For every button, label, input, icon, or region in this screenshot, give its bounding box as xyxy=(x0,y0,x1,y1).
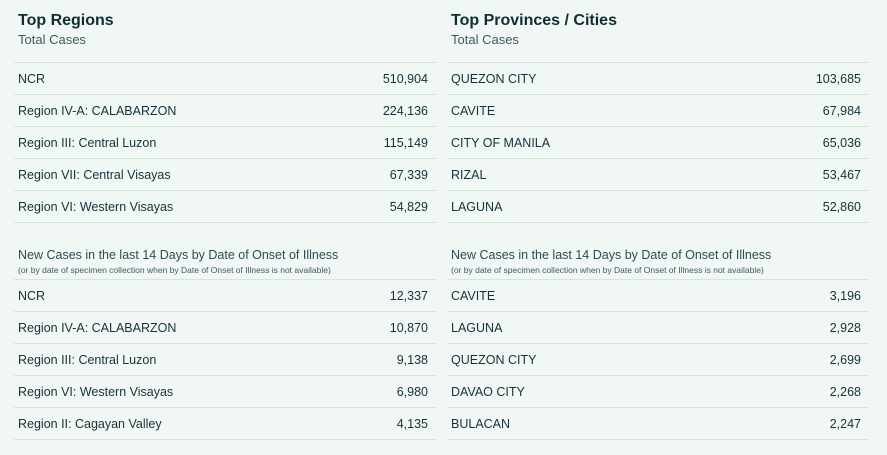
new-cases-provinces-table: CAVITE 3,196 LAGUNA 2,928 QUEZON CITY 2,699… xyxy=(447,279,869,440)
table-row[interactable]: Region III: Central Luzon 115,149 xyxy=(14,126,436,159)
case-count: 67,984 xyxy=(722,94,869,127)
case-count: 53,467 xyxy=(722,158,869,191)
region-name: Region III: Central Luzon xyxy=(14,126,329,159)
case-count: 67,339 xyxy=(328,158,436,191)
table-row[interactable]: Region VI: Western Visayas 54,829 xyxy=(14,190,436,223)
case-count: 65,036 xyxy=(722,126,869,159)
case-count: 6,980 xyxy=(338,375,436,408)
table-row[interactable]: DAVAO CITY 2,268 xyxy=(447,375,869,408)
top-regions-header: Top Regions Total Cases xyxy=(14,11,436,62)
region-name: NCR xyxy=(14,279,339,312)
new-cases-provinces-header: New Cases in the last 14 Days by Date of… xyxy=(447,247,869,279)
province-name: CAVITE xyxy=(447,94,723,127)
table-row[interactable]: CITY OF MANILA 65,036 xyxy=(447,126,869,159)
table-row[interactable]: BULACAN 2,247 xyxy=(447,407,869,440)
top-provinces-table: QUEZON CITY 103,685 CAVITE 67,984 CITY OF … xyxy=(447,62,869,223)
top-regions-table: NCR 510,904 Region IV-A: CALABARZON 224,13… xyxy=(14,62,436,223)
case-count: 2,928 xyxy=(735,311,869,344)
province-name: LAGUNA xyxy=(447,311,736,344)
case-count: 3,196 xyxy=(735,279,869,312)
table-row[interactable]: CAVITE 3,196 xyxy=(447,279,869,312)
region-name: Region II: Cagayan Valley xyxy=(14,407,339,440)
province-name: BULACAN xyxy=(447,407,736,440)
table-row[interactable]: QUEZON CITY 103,685 xyxy=(447,62,869,95)
case-count: 10,870 xyxy=(338,311,436,344)
case-count: 52,860 xyxy=(722,190,869,223)
top-provinces-title: Top Provinces / Cities xyxy=(451,12,617,29)
case-count: 103,685 xyxy=(722,62,869,95)
table-row[interactable]: Region III: Central Luzon 9,138 xyxy=(14,343,436,376)
table-row[interactable]: Region IV-A: CALABARZON 10,870 xyxy=(14,311,436,344)
region-name: Region VII: Central Visayas xyxy=(14,158,329,191)
case-count: 4,135 xyxy=(338,407,436,440)
new-cases-regions-header: New Cases in the last 14 Days by Date of… xyxy=(14,247,436,279)
region-name: Region VI: Western Visayas xyxy=(14,190,329,223)
table-row[interactable]: RIZAL 53,467 xyxy=(447,158,869,191)
table-row[interactable]: Region II: Cagayan Valley 4,135 xyxy=(14,407,436,440)
province-name: DAVAO CITY xyxy=(447,375,736,408)
province-name: QUEZON CITY xyxy=(447,343,736,376)
top-provinces-subtitle: Total Cases xyxy=(451,32,519,47)
new-cases-regions-table: NCR 12,337 Region IV-A: CALABARZON 10,870 … xyxy=(14,279,436,440)
new-cases-provinces-note: (or by date of specimen collection when … xyxy=(451,265,764,275)
region-name: Region IV-A: CALABARZON xyxy=(14,311,339,344)
region-name: Region VI: Western Visayas xyxy=(14,375,339,408)
region-name: NCR xyxy=(14,62,329,95)
table-row[interactable]: LAGUNA 2,928 xyxy=(447,311,869,344)
new-cases-regions-panel: New Cases in the last 14 Days by Date of… xyxy=(14,247,436,440)
new-cases-regions-note: (or by date of specimen collection when … xyxy=(18,265,331,275)
table-row[interactable]: Region VI: Western Visayas 6,980 xyxy=(14,375,436,408)
top-provinces-panel: Top Provinces / Cities Total Cases QUEZO… xyxy=(447,11,869,223)
province-name: QUEZON CITY xyxy=(447,62,723,95)
case-count: 510,904 xyxy=(328,62,436,95)
new-cases-regions-heading: New Cases in the last 14 Days by Date of… xyxy=(18,248,339,262)
case-count: 224,136 xyxy=(328,94,436,127)
case-count: 2,699 xyxy=(735,343,869,376)
province-name: CAVITE xyxy=(447,279,736,312)
case-count: 54,829 xyxy=(328,190,436,223)
province-name: CITY OF MANILA xyxy=(447,126,723,159)
new-cases-provinces-heading: New Cases in the last 14 Days by Date of… xyxy=(451,248,772,262)
table-row[interactable]: LAGUNA 52,860 xyxy=(447,190,869,223)
top-regions-title: Top Regions xyxy=(18,12,114,29)
top-regions-panel: Top Regions Total Cases NCR 510,904 Regio… xyxy=(14,11,436,223)
case-count: 115,149 xyxy=(328,126,436,159)
top-provinces-header: Top Provinces / Cities Total Cases xyxy=(447,11,869,62)
top-regions-subtitle: Total Cases xyxy=(18,32,86,47)
region-name: Region III: Central Luzon xyxy=(14,343,339,376)
new-cases-provinces-panel: New Cases in the last 14 Days by Date of… xyxy=(447,247,869,440)
table-row[interactable]: QUEZON CITY 2,699 xyxy=(447,343,869,376)
case-count: 9,138 xyxy=(338,343,436,376)
region-name: Region IV-A: CALABARZON xyxy=(14,94,329,127)
table-row[interactable]: CAVITE 67,984 xyxy=(447,94,869,127)
case-count: 2,247 xyxy=(735,407,869,440)
province-name: LAGUNA xyxy=(447,190,723,223)
case-count: 12,337 xyxy=(338,279,436,312)
table-row[interactable]: NCR 12,337 xyxy=(14,279,436,312)
table-row[interactable]: Region VII: Central Visayas 67,339 xyxy=(14,158,436,191)
table-row[interactable]: Region IV-A: CALABARZON 224,136 xyxy=(14,94,436,127)
table-row[interactable]: NCR 510,904 xyxy=(14,62,436,95)
province-name: RIZAL xyxy=(447,158,723,191)
case-count: 2,268 xyxy=(735,375,869,408)
